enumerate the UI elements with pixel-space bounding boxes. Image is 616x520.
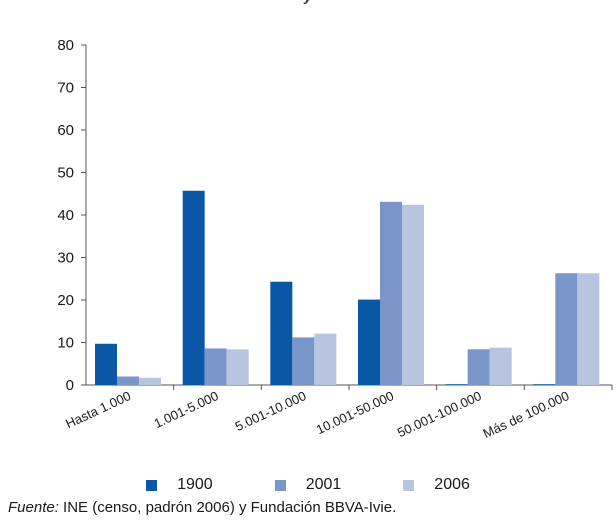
bar-2001-1 (204, 348, 227, 385)
bar-2001-5 (555, 273, 578, 385)
y-tick-label: 60 (57, 122, 74, 139)
bar-2001-3 (380, 201, 402, 385)
chart-legend: 1900 2001 2006 (0, 476, 616, 494)
bar-1900-1 (182, 190, 205, 385)
y-tick-label: 0 (66, 377, 74, 394)
source-label: Fuente: (8, 499, 59, 516)
bar-1900-2 (270, 281, 293, 385)
x-category-label: 10.001-50.000 (314, 388, 396, 437)
legend-label: 2001 (305, 476, 342, 493)
legend-label: 1900 (177, 476, 213, 493)
legend-item-2001: 2001 (274, 476, 342, 494)
y-tick-label: 70 (57, 80, 74, 97)
bar-2006-3 (402, 204, 424, 385)
x-category-label: 50.001-100.000 (395, 388, 484, 440)
x-axis-labels: Hasta 1.000 1.001-5.000 5.001-10.000 10.001… (63, 388, 571, 441)
bar-2001-4 (467, 349, 490, 385)
legend-swatch (146, 479, 158, 491)
chart-bars (95, 190, 600, 385)
bar-2001-2 (292, 337, 315, 385)
bar-2006-1 (226, 349, 249, 385)
legend-label: 2006 (434, 476, 470, 493)
bar-1900-0 (95, 343, 117, 385)
bar-chart: 0 10 20 30 40 50 60 70 80 Hasta 1.000 1.001-5.000… (57, 37, 613, 441)
bar-1900-5 (533, 384, 556, 385)
x-category-label: Más de 100.000 (481, 388, 572, 441)
source-note: Fuente: INE (censo, padrón 2006) y Funda… (8, 499, 396, 516)
legend-item-2006: 2006 (403, 476, 470, 494)
bar-1900-3 (358, 299, 380, 385)
y-tick-label: 20 (57, 292, 74, 309)
legend-item-1900: 1900 (146, 476, 213, 494)
y-tick-label: 80 (57, 37, 74, 54)
y-axis-ticks: 0 10 20 30 40 50 60 70 80 (57, 37, 86, 394)
y-tick-label: 40 (57, 207, 74, 224)
x-category-label: 5.001-10.000 (233, 388, 309, 434)
x-category-label: 1.001-5.000 (152, 388, 221, 431)
x-category-label: Hasta 1.000 (63, 388, 133, 431)
bar-2006-0 (139, 377, 161, 385)
bar-2006-4 (489, 347, 512, 385)
legend-swatch (274, 479, 286, 491)
y-tick-label: 30 (57, 250, 74, 267)
y-tick-label: 10 (57, 335, 74, 352)
bar-1900-4 (445, 384, 468, 385)
legend-swatch (403, 479, 415, 491)
bar-2001-0 (117, 376, 139, 385)
source-text: INE (censo, padrón 2006) y Fundación BBV… (58, 499, 397, 516)
chart-title-fragment: y (0, 0, 616, 4)
y-tick-label: 50 (57, 165, 74, 182)
bar-2006-5 (577, 273, 600, 385)
chart-axes (85, 45, 613, 390)
bar-2006-2 (314, 333, 337, 385)
